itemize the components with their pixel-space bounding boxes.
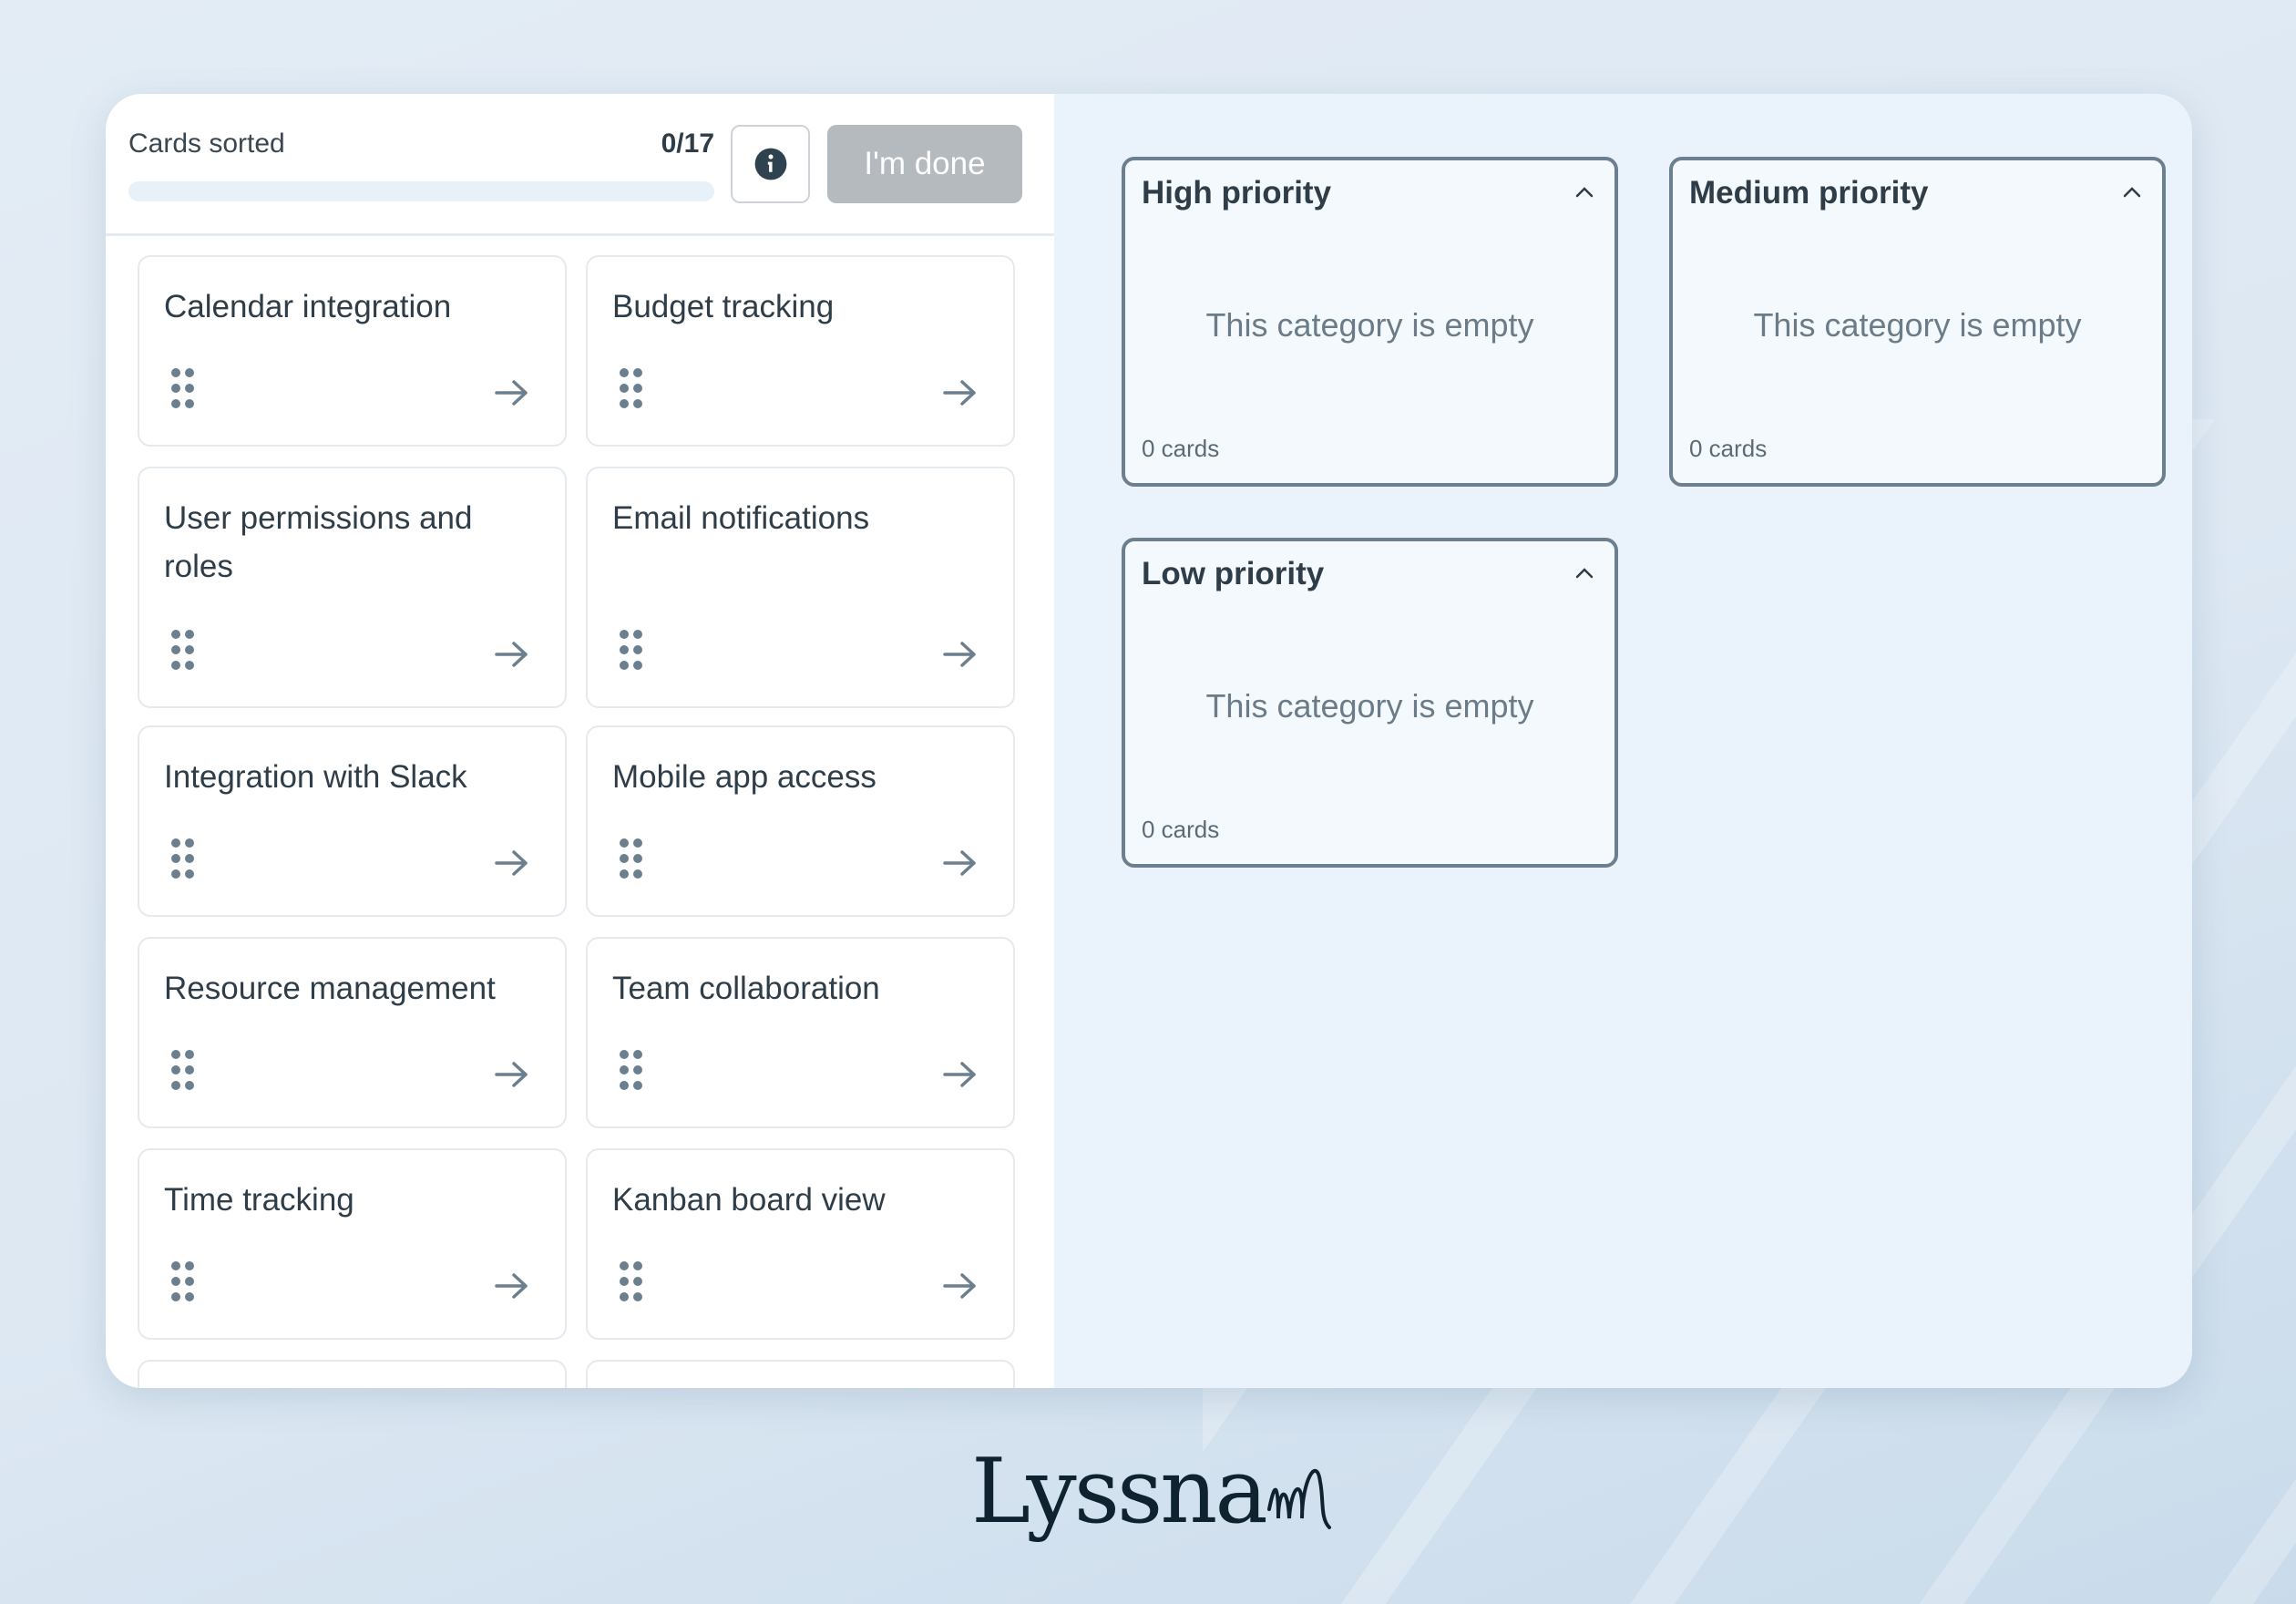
drag-handle-icon[interactable]	[170, 629, 196, 675]
category-title: Medium priority	[1689, 175, 1929, 211]
progress-bar	[128, 181, 714, 201]
drag-handle-icon[interactable]	[619, 1260, 644, 1307]
card-list[interactable]: Calendar integration Budget tracking User …	[138, 255, 1021, 1388]
sortable-card[interactable]: Kanban board view	[586, 1148, 1015, 1340]
category-empty-text: This category is empty	[1205, 687, 1534, 725]
card-title: Mobile app access	[612, 759, 876, 795]
drag-handle-icon[interactable]	[170, 367, 196, 414]
category-box[interactable]: High priority This category is empty 0 car…	[1122, 157, 1618, 487]
progress-header: Cards sorted 0/17 I'm done	[106, 94, 1054, 236]
category-empty-text: This category is empty	[1205, 306, 1534, 344]
move-arrow-icon[interactable]	[942, 1060, 979, 1094]
card-title: Resource management	[164, 971, 496, 1006]
logo-squiggle-icon	[1266, 1468, 1331, 1529]
card-title: Calendar integration	[164, 289, 452, 324]
move-arrow-icon[interactable]	[494, 640, 530, 673]
chevron-up-icon[interactable]	[2122, 186, 2142, 203]
category-box[interactable]: Medium priority This category is empty 0 c…	[1669, 157, 2166, 487]
card-title: User permissions and roles	[164, 500, 473, 584]
card-title: Kanban board view	[612, 1182, 886, 1218]
drag-handle-icon[interactable]	[619, 838, 644, 884]
cards-sorted-count: 0/17	[661, 129, 714, 159]
cards-sorted-label: Cards sorted	[128, 129, 285, 159]
drag-handle-icon[interactable]	[619, 1049, 644, 1095]
sortable-card[interactable]: Resource management	[138, 937, 567, 1128]
sortable-card[interactable]: User permissions and roles	[138, 467, 567, 708]
move-arrow-icon[interactable]	[942, 640, 979, 673]
move-arrow-icon[interactable]	[942, 378, 979, 412]
move-arrow-icon[interactable]	[494, 378, 530, 412]
category-card-count: 0 cards	[1689, 435, 1768, 462]
card-title: Budget tracking	[612, 289, 835, 324]
sortable-card[interactable]: Integration with Slack	[138, 725, 567, 917]
drag-handle-icon[interactable]	[170, 1049, 196, 1095]
move-arrow-icon[interactable]	[942, 848, 979, 882]
sortable-card[interactable]	[586, 1360, 1015, 1388]
sortable-card[interactable]	[138, 1360, 567, 1388]
info-button[interactable]	[731, 125, 810, 203]
card-title: Email notifications	[612, 500, 870, 536]
category-card-count: 0 cards	[1142, 435, 1220, 462]
category-title: High priority	[1142, 175, 1332, 211]
drag-handle-icon[interactable]	[619, 629, 644, 675]
card-title: Time tracking	[164, 1182, 354, 1218]
chevron-up-icon[interactable]	[1574, 186, 1594, 203]
drag-handle-icon[interactable]	[619, 367, 644, 414]
move-arrow-icon[interactable]	[494, 1271, 530, 1305]
drag-handle-icon[interactable]	[170, 838, 196, 884]
cards-panel: Cards sorted 0/17 I'm done Calendar inte…	[106, 94, 1054, 1388]
category-box[interactable]: Low priority This category is empty 0 card…	[1122, 538, 1618, 868]
sortable-card[interactable]: Mobile app access	[586, 725, 1015, 917]
sortable-card[interactable]: Time tracking	[138, 1148, 567, 1340]
card-title: Team collaboration	[612, 971, 880, 1006]
card-sort-window: Cards sorted 0/17 I'm done Calendar inte…	[106, 94, 2192, 1388]
sortable-card[interactable]: Team collaboration	[586, 937, 1015, 1128]
category-title: Low priority	[1142, 556, 1325, 591]
card-title: Integration with Slack	[164, 759, 467, 795]
move-arrow-icon[interactable]	[494, 848, 530, 882]
sortable-card[interactable]: Email notifications	[586, 467, 1015, 708]
category-empty-text: This category is empty	[1753, 306, 2082, 344]
drag-handle-icon[interactable]	[170, 1260, 196, 1307]
sortable-card[interactable]: Budget tracking	[586, 255, 1015, 447]
sortable-card[interactable]: Calendar integration	[138, 255, 567, 447]
im-done-button[interactable]: I'm done	[827, 125, 1022, 203]
lyssna-logo: Lyssna	[971, 1447, 1348, 1537]
logo-wordmark: Lyssna	[971, 1440, 1268, 1544]
chevron-up-icon[interactable]	[1574, 567, 1594, 584]
category-card-count: 0 cards	[1142, 816, 1220, 843]
move-arrow-icon[interactable]	[942, 1271, 979, 1305]
info-circle-icon	[754, 148, 786, 180]
move-arrow-icon[interactable]	[494, 1060, 530, 1094]
